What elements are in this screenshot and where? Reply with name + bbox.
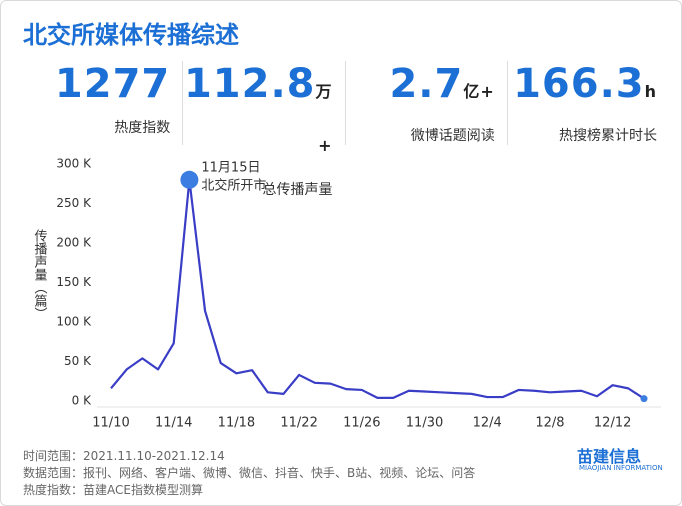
stat-value: 2.7 [389,61,464,107]
end-marker [640,395,648,403]
y-tick-label: 150 K [56,275,92,289]
stat-value: 166.3 [513,61,645,107]
logo: 苗建信息 [577,447,642,466]
footer-line: 热度指数：苗建ACE指数模型测算 [23,483,203,497]
peak-marker [180,170,199,189]
annotation: 北交所开市 [201,177,266,193]
chart: 传播声量（篇） 0 K 50 K 100 K 150 K 200 K 250 K 300 K 1… [32,157,661,431]
x-tick-label: 11/10 [92,416,129,431]
stat-number: 166.3h [508,61,657,115]
x-tick-label: 11/26 [343,416,380,431]
stat: 1277 热度指数 [21,61,184,145]
stat: 112.8万+ 总传播声量 [183,61,346,198]
title: 北交所媒体传播综述 [23,21,239,49]
x-tick-label: 11/22 [280,416,317,431]
y-tick-label: 250 K [56,196,92,210]
x-tick-label: 11/14 [155,416,192,431]
y-tick-label: 300 K [56,157,92,171]
y-tick-label: 200 K [56,236,92,250]
stat-unit: h [644,82,657,101]
stat-label: 热度指数 [114,120,171,136]
x-tick-label: 12/4 [473,416,502,431]
stat-value: 112.8 [183,61,316,107]
stat-unit: 亿+ [463,82,495,101]
x-tick-label: 11/18 [218,416,255,431]
stat-number: 112.8万+ [183,61,332,169]
x-tick-label: 12/8 [535,416,564,431]
stat-number: 1277 [21,61,170,107]
footer-line: 时间范围：2021.11.10-2021.12.14 [23,449,225,463]
stat-label: 微博话题阅读 [410,128,495,144]
stat-value: 1277 [54,61,171,107]
y-tick-label: 0 K [72,394,92,408]
logo-sub: MIAOJIAN INFORMATION [579,464,663,472]
stat-label: 热搜榜累计时长 [559,128,657,144]
stat-unit: 万+ [315,82,333,155]
stat: 166.3h 热搜榜累计时长 [508,61,661,145]
x-tick-label: 11/30 [406,416,443,431]
stat-label: 总传播声量 [262,182,333,198]
stat: 2.7亿+ 微博话题阅读 [346,61,508,145]
stat-number: 2.7亿+ [346,61,495,115]
annotation: 11月15日 [201,160,260,175]
x-tick-label: 12/12 [594,416,631,431]
footer-line: 数据范围：报刊、网络、客户端、微博、微信、抖音、快手、B站、视频、论坛、问答 [23,466,476,480]
y-tick-label: 100 K [56,315,92,329]
y-tick-label: 50 K [64,354,92,368]
y-axis-label: 传播声量（篇） [32,229,48,320]
line [110,178,645,400]
stats: 1277 热度指数 112.8万+ 总传播声量 2.7亿+ 微博话题阅读 166.3h 热搜榜… [21,61,661,198]
